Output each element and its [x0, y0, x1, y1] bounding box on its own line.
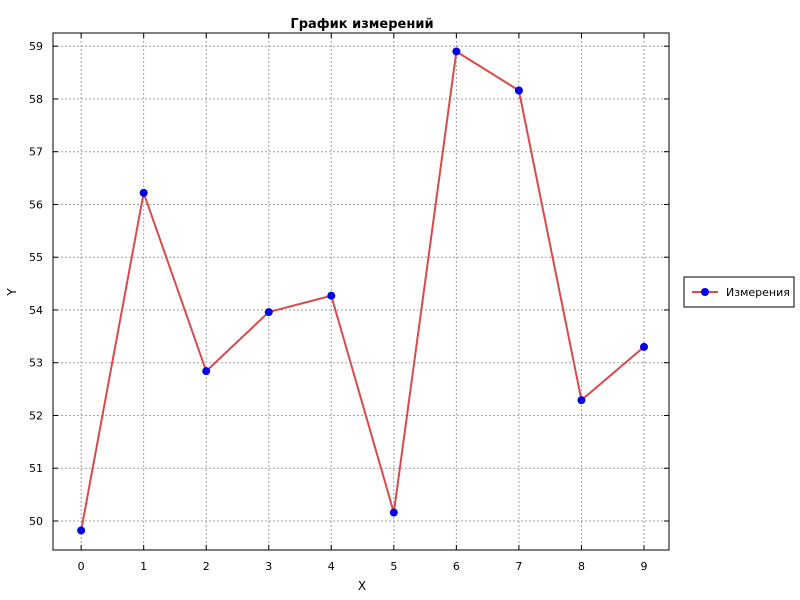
y-tick-label: 50 [29, 515, 43, 528]
y-tick-label: 54 [29, 304, 43, 317]
grid-layer [53, 33, 669, 550]
x-tick-label: 7 [515, 560, 522, 573]
data-point [139, 188, 148, 197]
chart-title: График измерений [290, 17, 433, 32]
data-point [77, 526, 86, 535]
data-point [577, 396, 586, 405]
legend-label: Измерения [726, 286, 790, 299]
x-tick-label: 1 [140, 560, 147, 573]
x-tick-label: 6 [453, 560, 460, 573]
data-point [264, 308, 273, 317]
data-point [452, 47, 461, 56]
y-tick-label: 58 [29, 93, 43, 106]
y-tick-label: 56 [29, 198, 43, 211]
y-tick-label: 55 [29, 251, 43, 264]
y-tick-label: 57 [29, 146, 43, 159]
y-tick-label: 53 [29, 357, 43, 370]
y-tick-label: 52 [29, 409, 43, 422]
data-point [639, 342, 648, 351]
x-tick-label: 9 [640, 560, 647, 573]
x-tick-label: 2 [203, 560, 210, 573]
legend: Измерения [683, 276, 795, 308]
y-tick-label: 59 [29, 40, 43, 53]
x-tick-label: 4 [328, 560, 335, 573]
y-tick-label: 51 [29, 462, 43, 475]
data-point [514, 86, 523, 95]
x-axis-label: X [358, 579, 366, 593]
plot-frame [52, 32, 670, 551]
x-tick-label: 3 [265, 560, 272, 573]
x-tick-label: 5 [390, 560, 397, 573]
plot-area [53, 33, 669, 550]
series-layer [77, 47, 648, 535]
x-tick-label: 0 [78, 560, 85, 573]
data-point [327, 291, 336, 300]
x-tick-label: 8 [578, 560, 585, 573]
data-point [389, 508, 398, 517]
series-line [80, 50, 645, 531]
data-point [202, 367, 211, 376]
legend-marker-swatch [701, 288, 709, 296]
y-axis-label: Y [5, 288, 19, 297]
